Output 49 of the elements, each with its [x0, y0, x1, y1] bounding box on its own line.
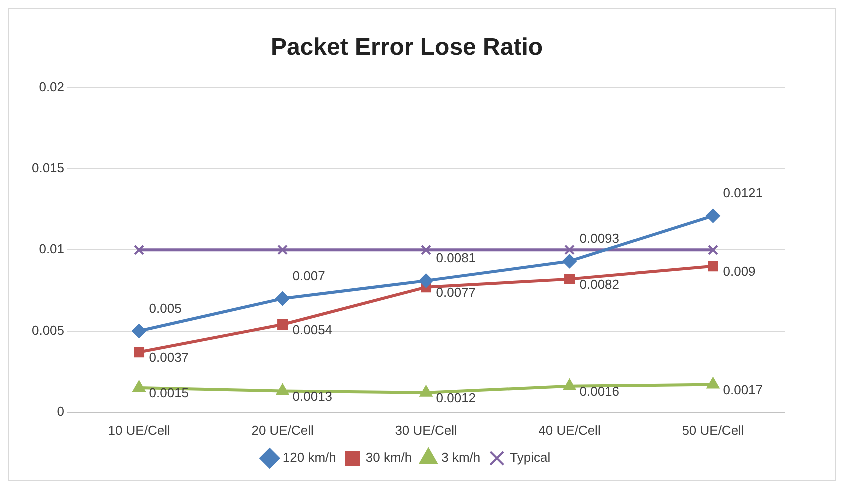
data-label: 0.0081 — [436, 250, 476, 266]
y-tick-label: 0 — [57, 404, 65, 419]
x-tick-label: 20 UE/Cell — [252, 422, 314, 438]
point — [276, 384, 289, 396]
data-label: 0.0015 — [149, 386, 190, 401]
data-label: 0.0054 — [292, 322, 333, 338]
point — [278, 244, 288, 256]
data-label: 0.0082 — [580, 276, 620, 292]
point — [276, 292, 290, 306]
data-label: 0.0016 — [580, 384, 620, 400]
point — [562, 254, 577, 268]
data-label: 0.0013 — [292, 388, 333, 404]
point — [564, 379, 576, 390]
point — [421, 244, 432, 256]
data-label: 0.0037 — [149, 350, 190, 365]
y-tick-label: 0.005 — [32, 322, 65, 338]
x-tick-label: 40 UE/Cell — [538, 422, 601, 438]
point — [708, 261, 718, 272]
point — [133, 381, 146, 392]
x-tick-label: 50 UE/Cell — [682, 422, 744, 438]
point — [134, 244, 145, 256]
point — [134, 347, 145, 358]
point — [132, 324, 146, 338]
data-label: 0.0012 — [436, 390, 476, 406]
point — [706, 209, 720, 224]
x-tick-label: 10 UE/Cell — [108, 422, 170, 438]
legend-label: Typical — [510, 450, 551, 466]
point — [419, 274, 434, 288]
point — [564, 274, 575, 285]
y-tick-label: 0.015 — [32, 160, 65, 176]
chart-title: Packet Error Lose Ratio — [270, 34, 544, 62]
point — [278, 320, 288, 330]
y-tick-label: 0.02 — [39, 79, 65, 94]
legend-label: 30 km/h — [366, 450, 412, 466]
data-label: 0.0077 — [436, 285, 476, 300]
data-label: 0.005 — [149, 300, 182, 316]
data-label: 0.009 — [723, 264, 756, 279]
point — [708, 244, 718, 256]
point — [564, 244, 575, 256]
point — [420, 386, 432, 397]
data-label: 0.007 — [292, 268, 326, 284]
data-label: 0.0093 — [580, 231, 620, 246]
data-label: 0.0121 — [723, 186, 764, 201]
legend-label: 120 km/h — [282, 450, 336, 466]
point — [707, 378, 720, 389]
x-tick-label: 30 UE/Cell — [395, 422, 458, 438]
y-tick-label: 0.01 — [39, 242, 65, 257]
legend-label: 3 km/h — [442, 450, 481, 466]
data-label: 0.0017 — [723, 382, 764, 398]
